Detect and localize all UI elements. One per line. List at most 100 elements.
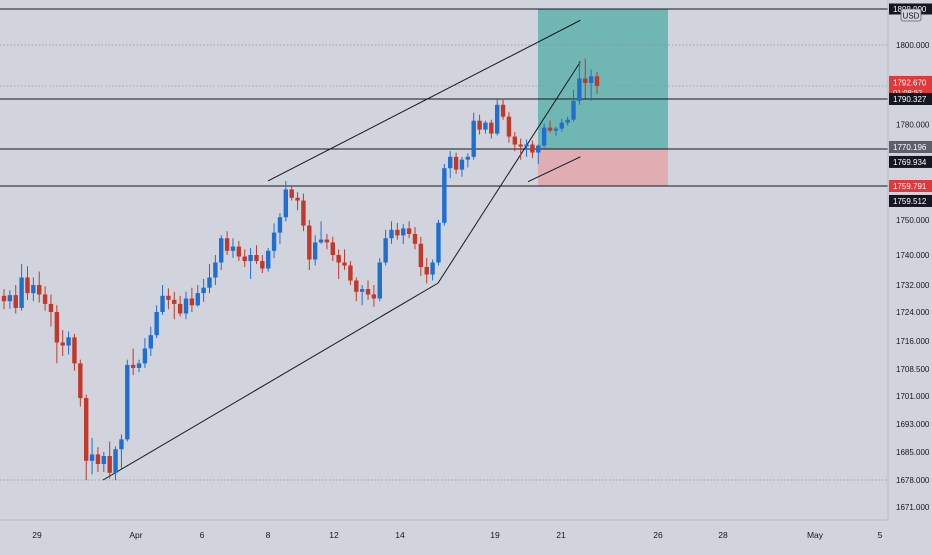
candle-body-52 xyxy=(307,225,312,260)
level-5-price-tag: 1759.512 xyxy=(893,197,927,206)
target-zone xyxy=(538,9,668,149)
candle-body-77 xyxy=(453,156,459,170)
candle-body-91 xyxy=(536,145,541,153)
candle-body-45 xyxy=(266,250,271,269)
candle-body-66 xyxy=(389,229,394,239)
candle-body-12 xyxy=(72,337,77,364)
candle-body-18 xyxy=(107,456,112,473)
candle-body-94 xyxy=(553,128,559,131)
candle-body-73 xyxy=(430,262,435,275)
candle-body-20 xyxy=(119,439,124,450)
candle-body-92 xyxy=(541,127,547,146)
level-3-price-tag-bg xyxy=(889,155,932,168)
candle-body-37 xyxy=(219,238,224,263)
candle-body-55 xyxy=(324,239,330,243)
currency-label: USD xyxy=(903,12,920,21)
candle-body-71 xyxy=(418,243,424,267)
candle-body-32 xyxy=(189,298,195,306)
candle-body-51 xyxy=(301,200,306,226)
candle-body-33 xyxy=(195,293,200,306)
candle-body-31 xyxy=(183,298,189,314)
candle-body-63 xyxy=(371,294,377,299)
candle-body-5 xyxy=(31,285,36,294)
candle-body-49 xyxy=(289,189,294,198)
level-1-price-tag: 1790.327 xyxy=(893,95,927,104)
candle-body-24 xyxy=(142,348,148,364)
candle-body-10 xyxy=(60,342,65,346)
candle-body-50 xyxy=(295,197,300,201)
time-tick-label-3: 8 xyxy=(266,530,271,540)
candle-body-54 xyxy=(318,239,324,243)
level-2-price-tag-bg xyxy=(889,141,932,153)
level-4-price-tag: 1759.791 xyxy=(893,182,927,191)
candle-body-87 xyxy=(512,136,518,145)
trendline-1 xyxy=(437,61,581,284)
candle-body-78 xyxy=(459,159,465,170)
candle-body-30 xyxy=(177,303,183,314)
candle-body-95 xyxy=(559,122,564,129)
stop-zone xyxy=(538,149,668,186)
candle-body-25 xyxy=(148,335,153,349)
candle-body-23 xyxy=(136,363,142,368)
candle-body-72 xyxy=(424,267,429,275)
candle-body-61 xyxy=(359,289,365,292)
candle-body-11 xyxy=(66,337,71,346)
candle-body-59 xyxy=(348,265,353,281)
level-3-price-tag: 1769.934 xyxy=(893,158,927,167)
candle-body-74 xyxy=(436,222,441,263)
price-tick-label-9: 1693.000 xyxy=(896,420,930,429)
candle-body-9 xyxy=(54,312,60,343)
candle-body-53 xyxy=(312,242,318,260)
candle-body-84 xyxy=(494,104,500,134)
candle-body-88 xyxy=(518,144,523,147)
candle-body-46 xyxy=(271,232,277,251)
trendline-3 xyxy=(527,156,581,183)
trendlines xyxy=(102,19,581,481)
candle-body-99 xyxy=(583,78,588,83)
price-tick-label-4: 1732.000 xyxy=(896,281,930,290)
price-tick-label-2: 1750.000 xyxy=(896,216,930,225)
candle-body-93 xyxy=(547,127,553,131)
candle-body-40 xyxy=(236,246,242,257)
time-tick-label-9: 28 xyxy=(718,530,728,540)
candle-body-47 xyxy=(277,217,283,233)
time-tick-label-2: 6 xyxy=(200,530,205,540)
price-axis[interactable]: 1800.000 1780.000 1750.000 1740.000 1732.000… xyxy=(887,0,930,520)
candle-body-27 xyxy=(160,295,165,312)
candle-body-58 xyxy=(342,262,347,266)
candle-body-68 xyxy=(401,228,406,236)
currency-button[interactable]: USD xyxy=(900,8,922,22)
candle-body-36 xyxy=(213,262,218,278)
candle-body-67 xyxy=(395,229,400,236)
time-tick-label-10: May xyxy=(807,530,824,540)
time-tick-label-4: 12 xyxy=(329,530,339,540)
time-tick-label-5: 14 xyxy=(395,530,405,540)
candle-body-7 xyxy=(42,294,48,304)
candle-body-62 xyxy=(365,289,371,295)
candle-body-19 xyxy=(113,449,118,473)
current-price-tag: 1792.670 xyxy=(893,78,927,87)
candle-body-39 xyxy=(230,246,236,251)
candle-body-101 xyxy=(594,76,600,86)
candle-body-82 xyxy=(483,122,488,130)
candle-body-70 xyxy=(412,234,418,244)
candle-body-26 xyxy=(154,312,159,336)
candle-body-60 xyxy=(354,280,359,292)
level-5-price-tag-bg xyxy=(889,194,932,207)
candle-body-98 xyxy=(577,78,582,101)
candles xyxy=(1,58,600,480)
candle-body-85 xyxy=(500,104,506,117)
candle-body-90 xyxy=(530,144,535,153)
candle-body-3 xyxy=(19,277,24,308)
candle-body-14 xyxy=(83,398,89,461)
candle-body-83 xyxy=(489,122,494,134)
price-tick-label-1: 1780.000 xyxy=(896,121,930,130)
candle-body-86 xyxy=(506,116,512,137)
level-2-price-tag: 1770.196 xyxy=(893,143,927,152)
time-axis[interactable]: 29 Apr 6 8 12 14 19 21 26 28 May 5 xyxy=(0,519,888,540)
time-tick-label-0: 29 xyxy=(32,530,42,540)
price-tick-label-10: 1685.000 xyxy=(896,448,930,457)
